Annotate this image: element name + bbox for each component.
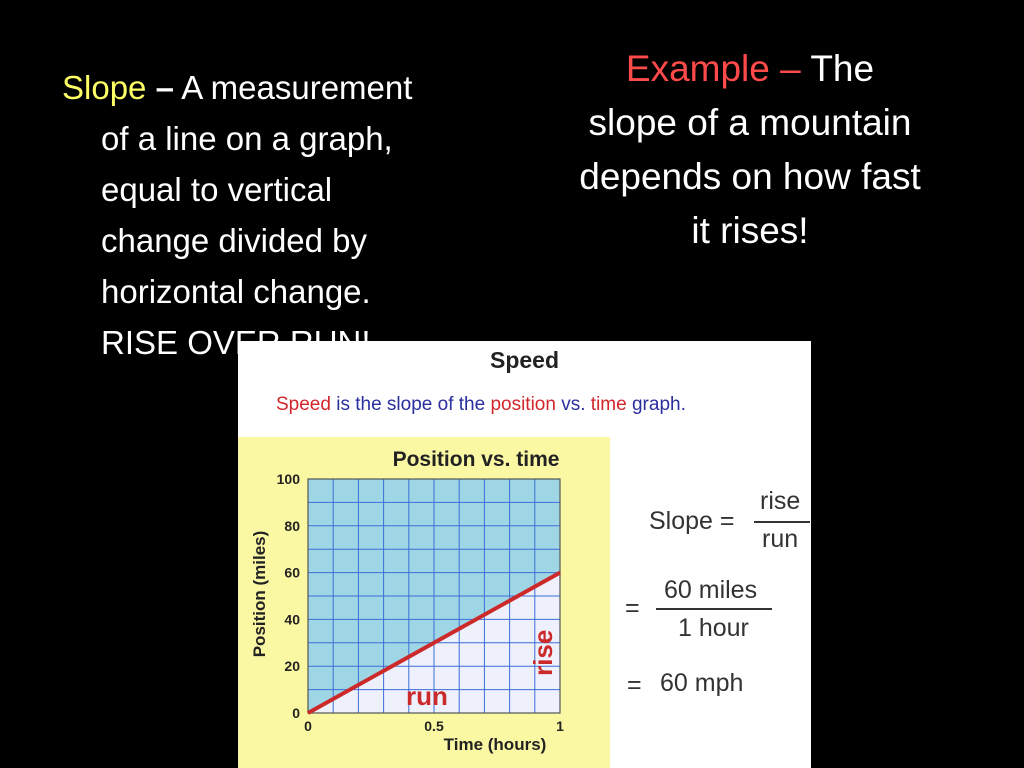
fraction-bar xyxy=(754,521,810,523)
example-line: depends on how fast xyxy=(579,156,921,197)
subtitle-time: time xyxy=(590,394,627,415)
equals-sign: = xyxy=(627,671,642,699)
subtitle-graph: graph. xyxy=(631,394,686,415)
slope-formula-label: Slope = xyxy=(649,507,735,535)
definition-line: change divided by xyxy=(101,222,368,259)
subtitle-speed: Speed xyxy=(276,394,331,415)
x-tick-label: 0 xyxy=(304,718,312,734)
subtitle-position: position xyxy=(490,394,556,415)
x-tick-label: 1 xyxy=(556,718,564,734)
subtitle-text: is the slope of the xyxy=(336,394,486,415)
rise-label: rise xyxy=(528,630,558,676)
formula-denominator: 1 hour xyxy=(678,614,749,642)
slope-definition: Slope – A measurement of a line on a gra… xyxy=(62,62,502,368)
definition-dash: – xyxy=(155,69,174,106)
figure-title: Speed xyxy=(489,347,560,373)
y-tick-label: 0 xyxy=(292,705,300,721)
definition-first-line: Slope – A measurement xyxy=(62,62,502,113)
definition-line: equal to vertical xyxy=(101,171,333,208)
subtitle-vs: vs. xyxy=(561,394,586,415)
example-line: it rises! xyxy=(691,210,809,251)
y-tick-label: 100 xyxy=(277,471,301,487)
rise-run-triangle xyxy=(308,572,560,713)
definition-line: A measurement xyxy=(181,69,413,106)
x-axis-label: Time (hours) xyxy=(444,735,547,754)
example-label: Example – xyxy=(625,48,801,89)
example-text: Example – The slope of a mountain depend… xyxy=(530,42,970,258)
speed-figure: Speed Speed is the slope of the position… xyxy=(238,341,811,768)
example-text-first: The xyxy=(810,48,875,89)
formula-numerator: 60 miles xyxy=(664,576,758,604)
definition-line: horizontal change. xyxy=(101,273,371,310)
run-label: run xyxy=(406,681,448,711)
plot-border xyxy=(307,478,561,714)
y-tick-label: 40 xyxy=(284,611,300,627)
example-first-line: Example – The xyxy=(530,42,970,96)
example-line: slope of a mountain xyxy=(588,102,912,143)
formula-rise: rise xyxy=(760,487,801,515)
formula-result: 60 mph xyxy=(660,669,744,697)
chart-title: Position vs. time xyxy=(393,448,560,471)
y-tick-label: 60 xyxy=(284,565,300,581)
x-tick-label: 0.5 xyxy=(424,718,444,734)
y-tick-label: 20 xyxy=(284,658,300,674)
figure-subtitle: Speed is the slope of the position vs. t… xyxy=(276,394,686,416)
equals-sign: = xyxy=(625,594,640,622)
definition-line: of a line on a graph, xyxy=(101,120,393,157)
definition-term: Slope xyxy=(62,69,147,106)
data-line xyxy=(307,570,561,715)
y-tick-label: 80 xyxy=(284,518,300,534)
position-time-chart: Position vs. time 0 20 40 60 80 100 0 0.5 1 run ri… xyxy=(250,448,564,754)
formula-run: run xyxy=(762,525,799,553)
y-axis-label: Position (miles) xyxy=(250,531,269,658)
fraction-bar xyxy=(656,608,772,610)
